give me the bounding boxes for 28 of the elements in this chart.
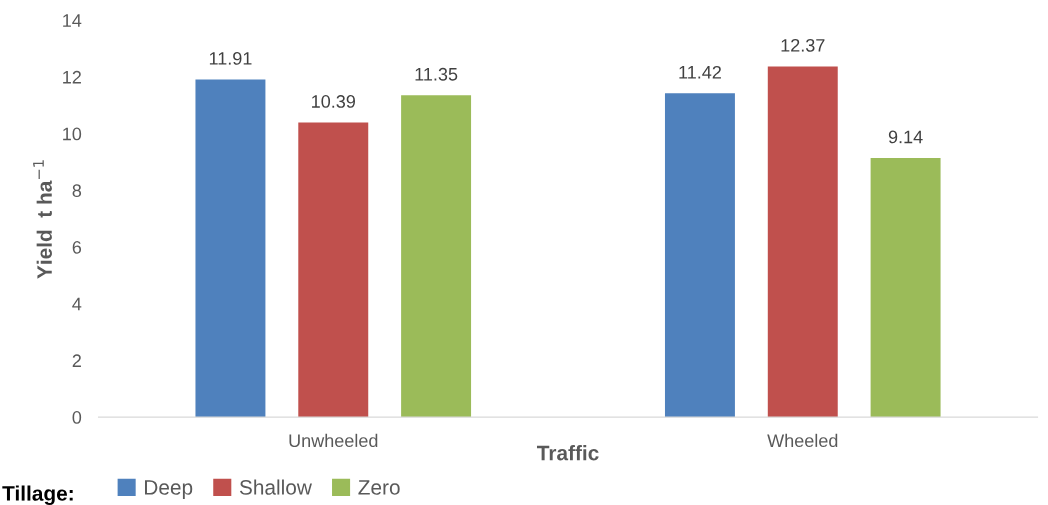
bar xyxy=(401,95,472,418)
bar xyxy=(298,122,369,418)
data-label: 12.37 xyxy=(781,38,825,52)
bar xyxy=(767,66,838,418)
y-tick-label: 8 xyxy=(72,184,82,198)
data-label: 10.39 xyxy=(312,95,355,108)
bar xyxy=(195,79,266,418)
y-tick-label: 12 xyxy=(63,70,81,84)
y-tick-label: 0 xyxy=(72,411,82,424)
data-label: 11.35 xyxy=(415,67,458,81)
data-label: 11.42 xyxy=(679,65,721,79)
bar xyxy=(664,93,735,418)
x-axis-title: Traffic xyxy=(536,445,599,461)
y-axis-title: Yield t ha$^{−1}$ xyxy=(33,160,52,279)
y-tick-label: 4 xyxy=(72,297,82,311)
legend-title: Tillage: xyxy=(2,485,73,505)
bar xyxy=(870,157,941,418)
x-tick-label: Wheeled xyxy=(767,433,838,448)
legend-label: Shallow xyxy=(239,479,312,495)
data-label: 9.14 xyxy=(888,130,923,144)
legend-label: Zero xyxy=(358,480,400,495)
data-label: 11.91 xyxy=(209,51,252,65)
legend-label: Deep xyxy=(145,480,193,499)
y-tick-label: 14 xyxy=(63,14,82,27)
y-tick-label: 10 xyxy=(63,127,82,141)
y-tick-label: 2 xyxy=(72,354,81,367)
y-tick-label: 6 xyxy=(72,240,82,254)
x-tick-label: Unwheeled xyxy=(289,433,378,448)
